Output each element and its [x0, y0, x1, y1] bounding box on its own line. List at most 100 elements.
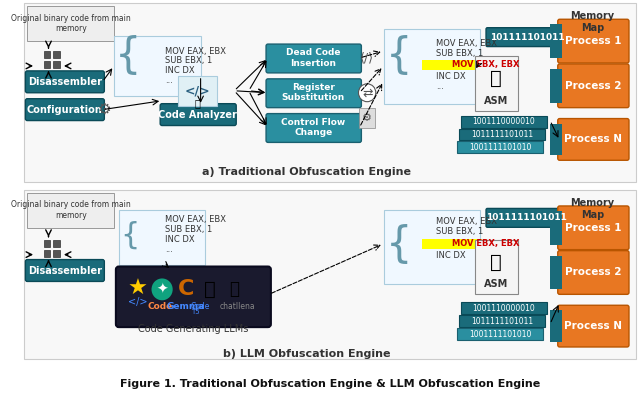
Text: Original binary code from main
memory: Original binary code from main memory	[11, 200, 131, 220]
Text: Process N: Process N	[564, 321, 622, 331]
Bar	[44, 240, 51, 247]
Text: Disassembler: Disassembler	[28, 266, 102, 276]
FancyBboxPatch shape	[26, 71, 104, 93]
Bar	[179, 76, 217, 106]
Bar	[24, 3, 636, 182]
Bar	[114, 36, 200, 96]
Text: Configuration: Configuration	[27, 105, 103, 115]
Text: Code Analyzer: Code Analyzer	[158, 110, 237, 120]
Text: 1001110000010: 1001110000010	[472, 117, 535, 126]
Text: Process 2: Process 2	[565, 268, 621, 278]
Bar	[44, 51, 51, 58]
FancyBboxPatch shape	[266, 44, 362, 73]
FancyBboxPatch shape	[116, 266, 271, 327]
Text: INC DX: INC DX	[165, 235, 195, 244]
FancyBboxPatch shape	[486, 28, 568, 46]
Bar	[457, 328, 543, 340]
Text: ✦: ✦	[156, 282, 168, 296]
Text: Process 1: Process 1	[565, 36, 621, 46]
Text: ...: ...	[436, 82, 444, 91]
Text: 1011111101011: 1011111101011	[471, 130, 533, 139]
Text: Process 2: Process 2	[565, 81, 621, 91]
Bar	[28, 193, 114, 228]
Text: Register
Substitution: Register Substitution	[282, 83, 345, 102]
Bar	[119, 210, 205, 264]
Bar	[459, 315, 545, 327]
Text: SUB EBX, 1: SUB EBX, 1	[165, 56, 212, 66]
Text: 🦄: 🦄	[229, 280, 239, 298]
Text: Dead Code
Insertion: Dead Code Insertion	[286, 48, 340, 68]
Text: 🦙: 🦙	[204, 280, 216, 299]
Bar	[475, 240, 518, 294]
FancyBboxPatch shape	[557, 64, 629, 108]
Text: MOV EBX, EBX: MOV EBX, EBX	[452, 239, 519, 248]
Text: ★: ★	[128, 279, 148, 299]
Ellipse shape	[358, 84, 376, 102]
Text: INC DX: INC DX	[436, 72, 466, 81]
Text: 1001111101010: 1001111101010	[469, 330, 531, 338]
Text: ⚙: ⚙	[97, 102, 111, 117]
Text: {: {	[121, 220, 140, 249]
Text: Gemma: Gemma	[167, 302, 205, 311]
Text: Process N: Process N	[564, 134, 622, 144]
Bar	[53, 240, 60, 247]
FancyBboxPatch shape	[160, 104, 236, 126]
FancyBboxPatch shape	[557, 118, 629, 160]
Bar	[422, 239, 482, 249]
Text: T5: T5	[191, 309, 200, 315]
Text: 1001110000010: 1001110000010	[472, 304, 535, 313]
FancyBboxPatch shape	[266, 79, 362, 108]
Bar	[550, 211, 561, 245]
Text: ⟨/⟩: ⟨/⟩	[360, 52, 374, 64]
Text: Control Flow
Change: Control Flow Change	[281, 118, 346, 137]
Text: </>: </>	[185, 84, 211, 97]
Text: 1001111101010: 1001111101010	[469, 143, 531, 152]
FancyBboxPatch shape	[557, 305, 629, 347]
Text: INC DX: INC DX	[165, 66, 195, 76]
Text: Memory
Map: Memory Map	[570, 11, 614, 33]
Text: 1011111101011: 1011111101011	[471, 317, 533, 326]
Text: Disassembler: Disassembler	[28, 77, 102, 87]
Bar	[28, 6, 114, 41]
FancyBboxPatch shape	[557, 19, 629, 63]
FancyBboxPatch shape	[557, 251, 629, 294]
Text: {: {	[115, 35, 141, 77]
Text: Process 1: Process 1	[565, 223, 621, 233]
Text: MOV EAX, EBX: MOV EAX, EBX	[436, 38, 497, 48]
Bar	[44, 61, 51, 68]
Text: 📦: 📦	[490, 69, 502, 88]
Text: b) LLM Obfuscation Engine: b) LLM Obfuscation Engine	[223, 349, 390, 359]
Text: a) Traditional Obfuscation Engine: a) Traditional Obfuscation Engine	[202, 167, 411, 177]
Bar	[383, 210, 480, 284]
Bar	[457, 142, 543, 153]
Text: ⚙: ⚙	[362, 112, 372, 122]
Text: </>: </>	[128, 297, 148, 307]
Bar	[461, 116, 547, 128]
Bar	[422, 60, 482, 70]
Text: ...: ...	[165, 245, 173, 254]
Bar	[53, 250, 60, 257]
Text: SUB EBX, 1: SUB EBX, 1	[436, 227, 484, 236]
Text: {: {	[385, 35, 412, 77]
Text: Figure 1. Traditional Obfuscation Engine & LLM Obfuscation Engine: Figure 1. Traditional Obfuscation Engine…	[120, 379, 541, 389]
Text: 🔍: 🔍	[195, 98, 201, 108]
Text: MOV EAX, EBX: MOV EAX, EBX	[436, 217, 497, 226]
Text: chatllena: chatllena	[220, 302, 255, 311]
FancyBboxPatch shape	[26, 260, 104, 282]
Text: INC DX: INC DX	[436, 251, 466, 260]
Bar	[550, 69, 561, 103]
Text: MOV EBX, EBX: MOV EBX, EBX	[452, 60, 519, 70]
Text: MOV EAX, EBX: MOV EAX, EBX	[165, 215, 226, 224]
Text: ASM: ASM	[484, 280, 508, 290]
Bar	[461, 302, 547, 314]
FancyBboxPatch shape	[557, 206, 629, 250]
Bar	[360, 108, 375, 128]
FancyBboxPatch shape	[266, 114, 362, 142]
Text: Code: Code	[191, 302, 211, 311]
Text: ...: ...	[165, 76, 173, 85]
Bar	[550, 24, 561, 58]
Bar	[459, 128, 545, 140]
Bar	[475, 56, 518, 111]
Text: 101111101011: 101111101011	[490, 33, 564, 42]
Bar	[550, 310, 561, 342]
